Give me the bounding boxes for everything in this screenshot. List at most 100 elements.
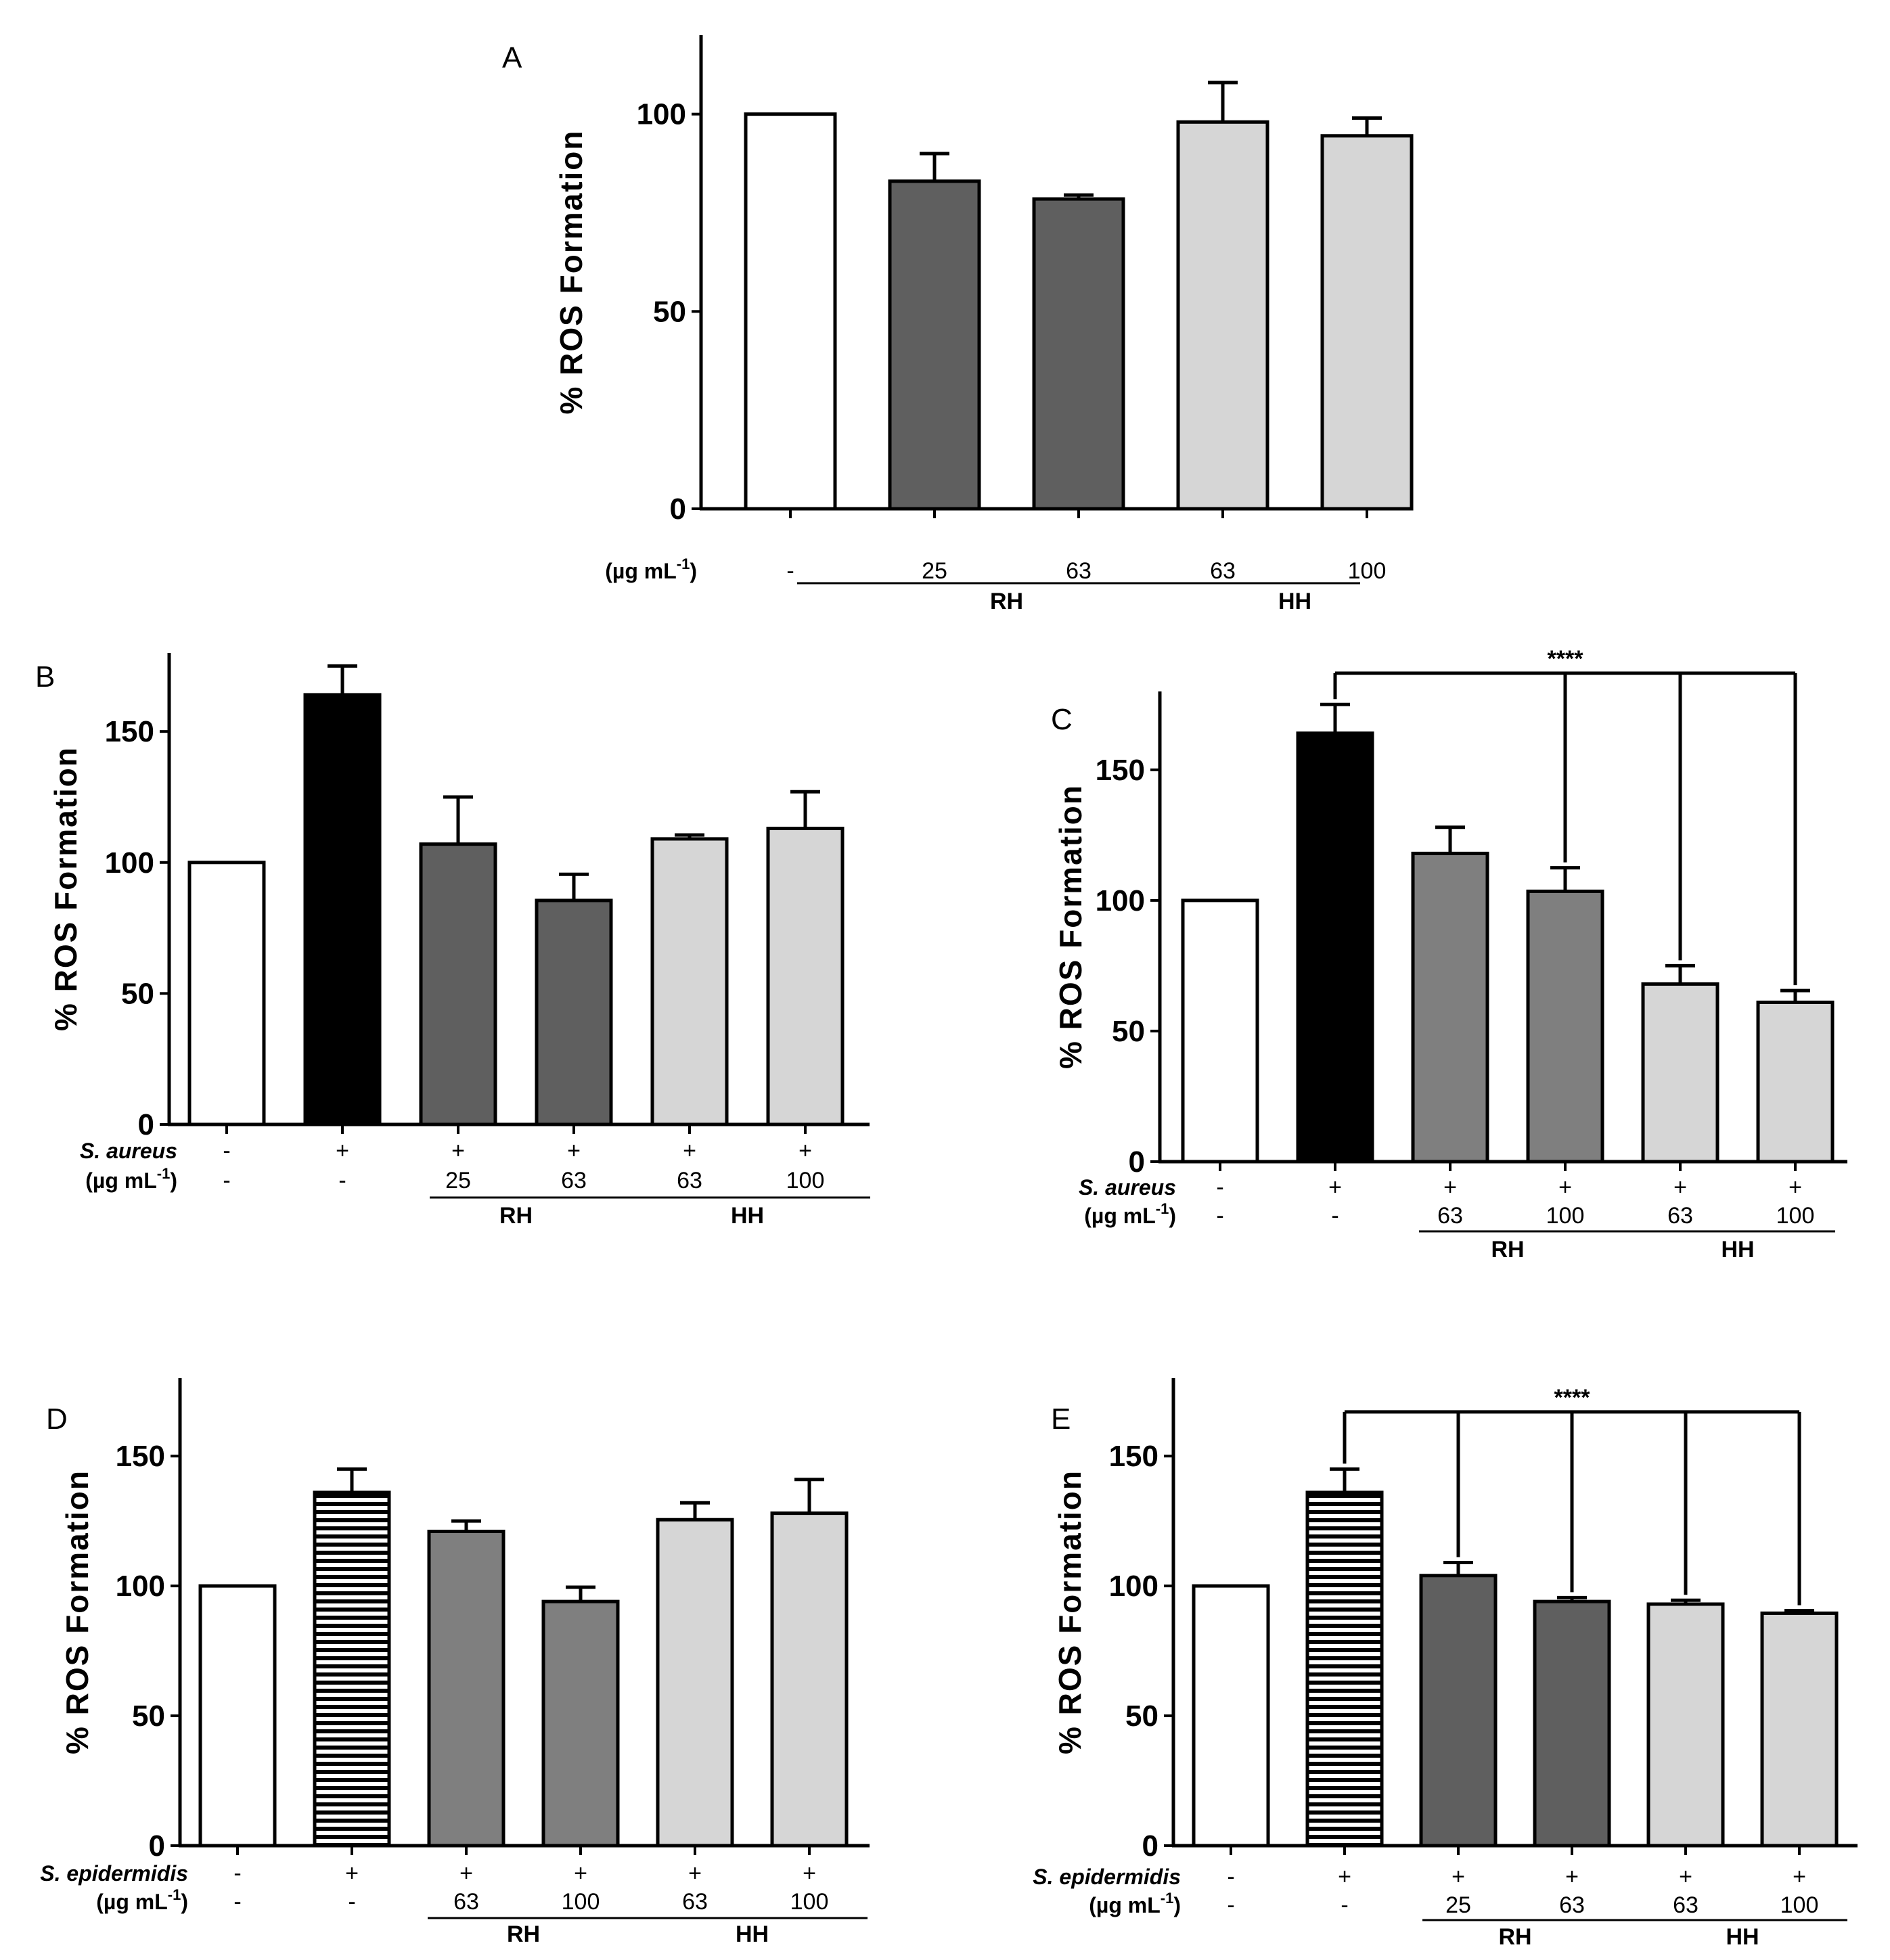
bar-2: [303, 693, 382, 1126]
y-tick-label: 0: [1129, 1145, 1145, 1179]
y-tick-label: 0: [138, 1108, 154, 1141]
row-cell: -: [786, 558, 794, 584]
row-cell: 63: [1559, 1892, 1585, 1918]
row-cell: +: [574, 1861, 587, 1886]
row-cell: +: [803, 1861, 816, 1886]
row-cell: +: [1679, 1864, 1692, 1890]
row-cell: -: [348, 1889, 355, 1915]
y-tick-label: 50: [132, 1700, 165, 1733]
bar-1: [744, 112, 837, 511]
row-cell: 63: [1210, 558, 1236, 584]
y-tick-label: 50: [1112, 1015, 1145, 1048]
row-cell: 100: [786, 1168, 825, 1193]
y-tick-label: 100: [637, 98, 686, 131]
y-tick-label: 100: [1096, 884, 1145, 917]
row-cell: -: [1331, 1203, 1338, 1229]
bar-3: [1411, 851, 1489, 1164]
y-tick-label: 50: [1125, 1700, 1158, 1733]
group-label: RH: [507, 1921, 540, 1947]
bar-5: [656, 1518, 734, 1848]
row-label: (µg mL-1): [96, 1886, 188, 1914]
row-cell: +: [1793, 1864, 1806, 1890]
panel-e: E % ROS Formation 0 50 100 150 S. epidermidis -…: [1033, 1378, 1858, 1950]
row-cell: +: [1673, 1175, 1687, 1200]
y-tick-label: 50: [653, 295, 686, 328]
bar-3: [1419, 1574, 1498, 1848]
row-cell: +: [1328, 1175, 1342, 1200]
row-cell: +: [688, 1861, 702, 1886]
panel-d: D % ROS Formation 0 50 100 150 S. epidermidis -…: [40, 1378, 870, 1947]
row-cell: +: [1443, 1175, 1457, 1200]
row-cell: 63: [453, 1889, 479, 1915]
row-label: S. aureus: [1079, 1175, 1176, 1200]
significance-label: ****: [1548, 646, 1584, 672]
bar-4: [1176, 120, 1269, 511]
row-cell: 100: [790, 1889, 829, 1915]
row-cell: +: [1788, 1175, 1802, 1200]
y-tick-label: 150: [116, 1440, 165, 1473]
bar-6: [1756, 1000, 1835, 1164]
bar-4: [1526, 889, 1604, 1164]
row-cell: -: [223, 1168, 230, 1193]
row-label: S. epidermidis: [1033, 1865, 1181, 1889]
bar-5: [1320, 134, 1414, 511]
row-cell: 100: [1780, 1892, 1819, 1918]
bar-1: [187, 861, 266, 1126]
panel-c: C % ROS Formation 0 50 100 150 S. aureus - + + + + +…: [1051, 646, 1847, 1262]
row-cell: +: [683, 1138, 696, 1164]
row-cell: +: [1565, 1864, 1579, 1890]
y-tick-label: 100: [116, 1570, 165, 1603]
bar-4: [1533, 1599, 1611, 1848]
bar-6: [1760, 1611, 1839, 1848]
bar-6: [770, 1511, 849, 1848]
y-axis-label: % ROS Formation: [1053, 784, 1088, 1069]
bar-1: [1181, 898, 1259, 1164]
row-cell: +: [1338, 1864, 1351, 1890]
row-cell: 25: [922, 558, 947, 584]
bar-2: [313, 1490, 391, 1848]
row-cell: -: [1216, 1175, 1223, 1200]
row-label: (µg mL-1): [1089, 1890, 1181, 1917]
row-label: S. epidermidis: [40, 1861, 188, 1886]
row-cell: 100: [1776, 1203, 1815, 1229]
row-cell: -: [233, 1889, 241, 1915]
bar-3: [1032, 197, 1125, 511]
group-label: HH: [1278, 589, 1311, 614]
y-tick-label: 150: [1096, 754, 1145, 787]
row-cell: +: [459, 1861, 473, 1886]
panel-a: A % ROS Formation 0 50 100 (µg mL-1) - 25 63 63 10…: [502, 35, 1414, 614]
row-cell: -: [338, 1168, 346, 1193]
bar-3: [419, 842, 497, 1126]
row-cell: 100: [1348, 558, 1387, 584]
y-axis-label: % ROS Formation: [1052, 1469, 1087, 1754]
y-tick-label: 100: [1109, 1570, 1158, 1603]
group-label: HH: [731, 1203, 764, 1229]
y-tick-label: 150: [1109, 1440, 1158, 1473]
y-tick-label: 150: [105, 715, 154, 748]
row-cell: -: [1227, 1864, 1234, 1890]
bar-6: [766, 826, 845, 1126]
row-cell: 25: [445, 1168, 471, 1193]
row-cell: 63: [1667, 1203, 1693, 1229]
group-label: RH: [990, 589, 1023, 614]
y-tick-label: 0: [670, 493, 686, 526]
row-cell: 63: [1673, 1892, 1698, 1918]
group-label: HH: [1721, 1237, 1754, 1262]
panel-letter: D: [46, 1403, 68, 1436]
panel-letter: E: [1051, 1403, 1071, 1436]
row-cell: +: [798, 1138, 812, 1164]
bar-1: [1192, 1584, 1270, 1848]
row-cell: 63: [1066, 558, 1092, 584]
y-tick-label: 50: [121, 977, 154, 1010]
row-label: (µg mL-1): [85, 1165, 177, 1193]
bar-2: [1296, 731, 1374, 1164]
row-cell: +: [1452, 1864, 1465, 1890]
y-tick-label: 100: [105, 846, 154, 880]
bar-2: [1305, 1490, 1384, 1848]
panel-letter: A: [502, 41, 522, 74]
row-label: S. aureus: [80, 1139, 177, 1163]
y-axis-label: % ROS Formation: [48, 746, 83, 1031]
row-cell: +: [345, 1861, 359, 1886]
panel-b: B % ROS Formation 0 50 100 150 S. aureus - + + + + +…: [35, 653, 870, 1229]
